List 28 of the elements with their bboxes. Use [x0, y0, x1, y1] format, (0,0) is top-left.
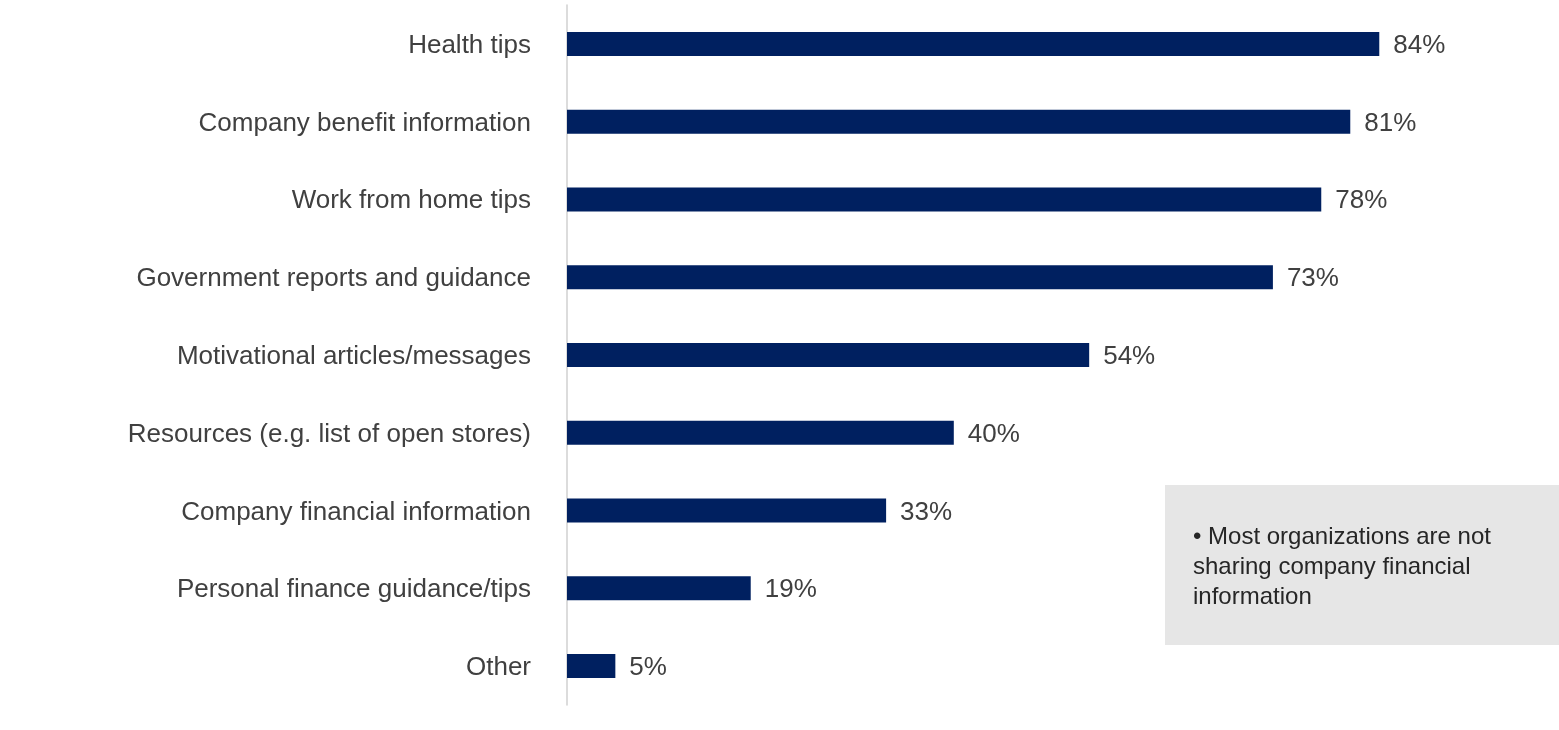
data-label: 19% [764, 573, 817, 604]
bar [567, 654, 616, 679]
y-tick-label: Work from home tips [291, 184, 531, 215]
data-label: 54% [1103, 340, 1156, 370]
bar [567, 265, 1273, 290]
bar [567, 187, 1322, 212]
data-label: 33% [900, 495, 953, 526]
bar [567, 343, 1090, 367]
y-tick-label: Company financial information [181, 495, 531, 526]
data-label: 73% [1286, 262, 1339, 293]
data-label: 40% [967, 417, 1020, 448]
bar [567, 31, 1380, 56]
data-label: 81% [1364, 106, 1417, 137]
note-box: • Most organizations are not sharing company financial information [1165, 485, 1559, 645]
y-tick-label: Resources (e.g. list of open stores) [127, 417, 531, 448]
data-label: 78% [1335, 184, 1388, 215]
bar [567, 109, 1351, 134]
bar [567, 420, 954, 445]
y-tick-label: Other [465, 651, 532, 682]
data-label: 5% [629, 651, 667, 682]
bar [567, 576, 751, 601]
y-tick-label: Personal finance guidance/tips [176, 573, 531, 604]
y-tick-label: Health tips [408, 28, 531, 59]
y-tick-label: Government reports and guidance [136, 262, 531, 293]
bar [567, 498, 887, 523]
y-tick-label: Motivational articles/messages [176, 340, 531, 370]
y-tick-label: Company benefit information [198, 106, 531, 137]
data-label: 84% [1393, 28, 1446, 59]
